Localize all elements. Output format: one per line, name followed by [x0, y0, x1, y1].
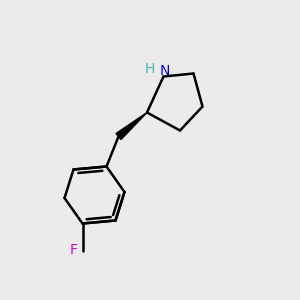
Polygon shape [116, 112, 147, 140]
Text: N: N [160, 64, 170, 78]
Text: H: H [145, 62, 155, 76]
Text: F: F [70, 244, 77, 257]
